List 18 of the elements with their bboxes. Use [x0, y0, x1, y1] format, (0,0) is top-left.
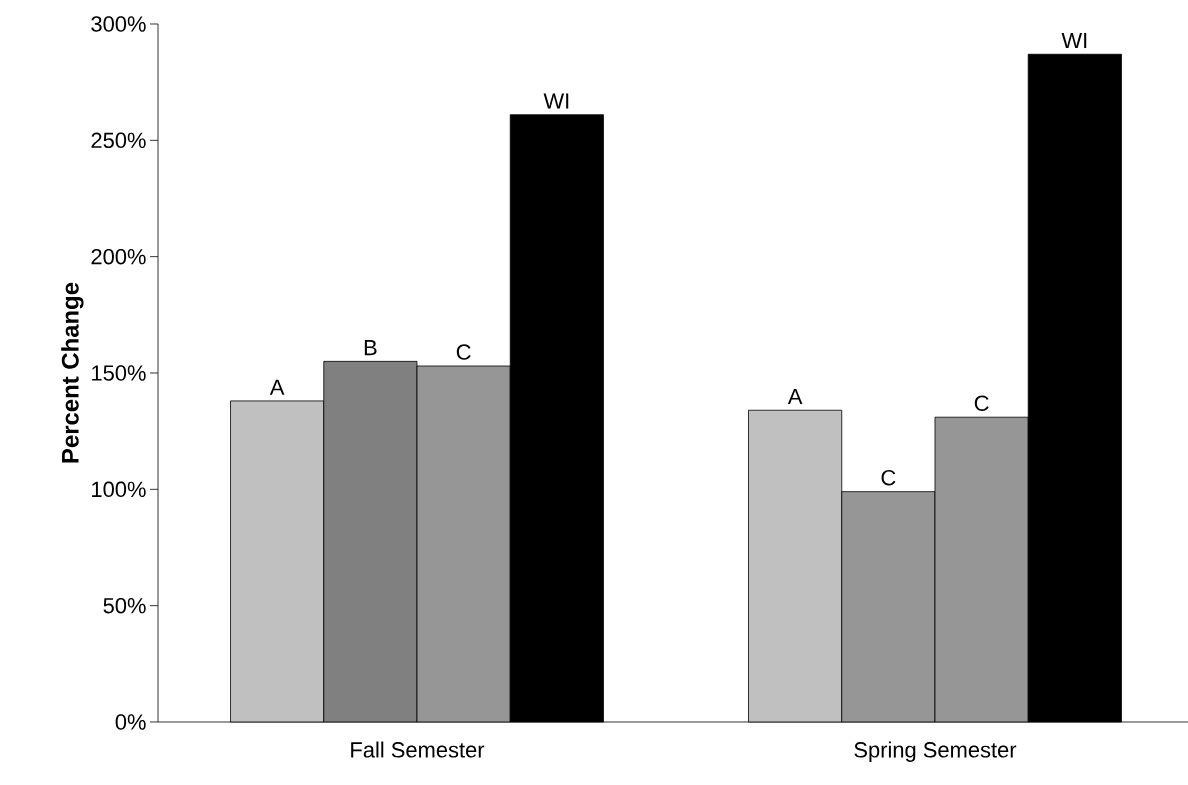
y-tick-label: 150%: [92, 365, 146, 381]
data-label: B: [364, 340, 377, 356]
x-tick-label: Spring Semester: [854, 741, 1017, 762]
y-tick-label: 300%: [91, 16, 146, 32]
y-tick-label: 250%: [91, 132, 146, 149]
y-tick-label: 200%: [91, 248, 146, 265]
y-tick-label: 0%: [115, 714, 146, 730]
x-tick-label: Fall Semester: [351, 741, 485, 758]
y-axis-title: Percent Change: [61, 282, 84, 463]
data-label: C: [881, 469, 896, 486]
y-tick-label: 100%: [92, 481, 146, 498]
data-label: WI: [1061, 32, 1087, 49]
y-tick-label: 50%: [103, 597, 146, 614]
data-label: C: [456, 344, 471, 360]
data-label: A: [787, 388, 803, 405]
data-label: WI: [543, 93, 569, 109]
data-label: C: [974, 395, 989, 412]
data-label: A: [269, 379, 285, 395]
